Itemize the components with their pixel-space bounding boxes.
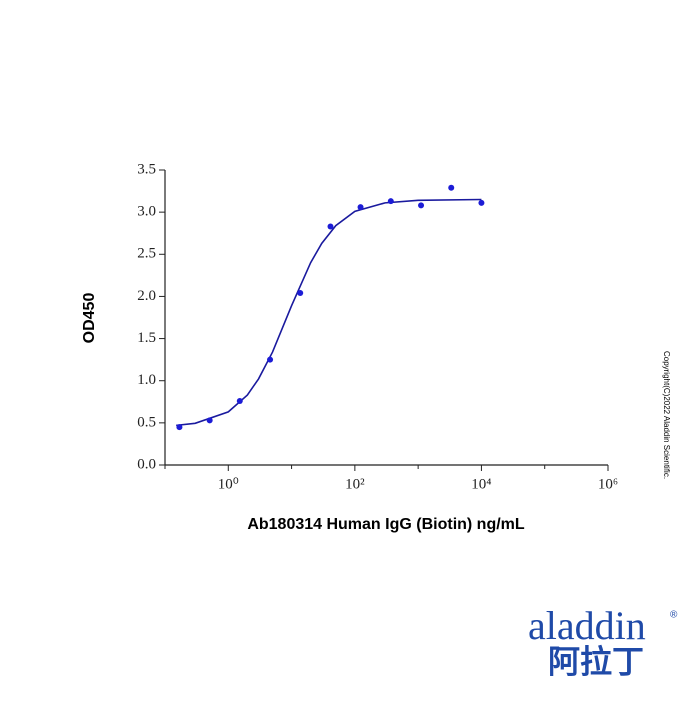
- x-axis-label: Ab180314 Human IgG (Biotin) ng/mL: [247, 516, 525, 533]
- data-point: [387, 198, 394, 205]
- y-tick-label: 2.0: [137, 288, 156, 304]
- data-point: [448, 184, 455, 191]
- logo-mark: ®: [670, 610, 678, 621]
- y-tick-label: 3.5: [137, 161, 156, 177]
- data-point: [267, 356, 274, 363]
- data-point: [418, 202, 425, 209]
- data-point: [236, 397, 243, 404]
- y-axis-label: OD450: [81, 293, 98, 344]
- logo-name: aladdin: [528, 603, 646, 648]
- y-tick-label: 0.0: [137, 456, 156, 472]
- x-tick-label: 10⁰: [218, 476, 239, 492]
- y-tick-label: 2.5: [137, 246, 156, 262]
- data-point: [357, 204, 364, 211]
- x-tick-label: 10⁶: [598, 476, 618, 492]
- y-tick-label: 1.0: [137, 372, 156, 388]
- data-point: [176, 424, 183, 431]
- data-point: [478, 199, 485, 206]
- data-point: [327, 223, 334, 230]
- fit-curve: [176, 198, 482, 427]
- y-tick-label: 3.0: [137, 204, 156, 220]
- y-tick-label: 0.5: [137, 414, 156, 430]
- copyright: Copyright(C)2022 Aladdin Scientific.: [662, 351, 671, 479]
- data-point: [206, 417, 213, 424]
- data-point: [297, 290, 304, 297]
- x-tick-label: 10⁴: [471, 476, 491, 492]
- x-tick-label: 10²: [345, 476, 365, 492]
- logo-chinese: 阿拉丁: [548, 643, 644, 679]
- y-tick-label: 1.5: [137, 330, 156, 346]
